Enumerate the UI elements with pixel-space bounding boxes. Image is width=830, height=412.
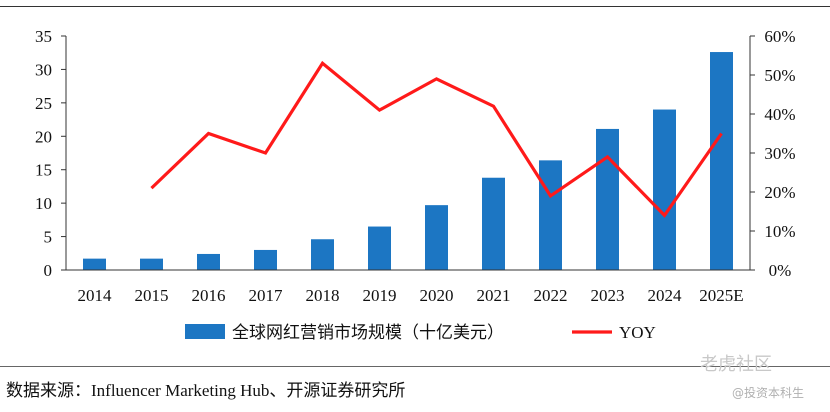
yoy-line <box>150 60 723 218</box>
watermark-subtext: @投资本科生 <box>732 386 805 400</box>
watermark-text: 老虎社区 <box>700 354 772 375</box>
left-tick-label: 35 <box>35 27 52 46</box>
legend-layer: 全球网红营销市场规模（十亿美元） YOY <box>185 323 656 340</box>
x-tick-label: 2022 <box>534 286 568 305</box>
x-tick-label: 2015 <box>135 286 169 305</box>
left-tick-label: 5 <box>44 228 53 247</box>
x-tick-label: 2017 <box>249 286 284 305</box>
bottom-rule <box>0 366 830 367</box>
right-tick-label: 0% <box>769 261 792 280</box>
x-tick-label: 2020 <box>420 286 454 305</box>
bar-2023 <box>596 128 619 270</box>
bar-2022 <box>539 160 562 270</box>
legend-label-line: YOY <box>619 323 656 340</box>
x-tick-label: 2021 <box>477 286 511 305</box>
bar-2019 <box>368 226 391 270</box>
x-tick-label: 2016 <box>192 286 226 305</box>
bar-2021 <box>482 177 505 270</box>
x-tick-label: 2019 <box>363 286 397 305</box>
right-tick-label: 30% <box>764 144 795 163</box>
legend-swatch-bar <box>185 324 225 339</box>
bar-2025E <box>710 52 733 270</box>
right-tick-label: 60% <box>764 27 795 46</box>
axes-layer: 0 5 10 15 20 25 30 35 0% 10% 20% 30% 40% 50% 60% 2014 20… <box>35 27 796 305</box>
left-tick-label: 10 <box>35 194 52 213</box>
left-tick-label: 20 <box>35 127 52 146</box>
source-note: 数据来源：Influencer Marketing Hub、开源证券研究所 <box>6 381 406 400</box>
line-layer <box>150 60 723 218</box>
left-tick-label: 15 <box>35 161 52 180</box>
bar-2015 <box>140 258 163 270</box>
bar-2020 <box>425 205 448 270</box>
right-tick-label: 20% <box>764 183 795 202</box>
legend-label-bar: 全球网红营销市场规模（十亿美元） <box>232 323 504 340</box>
x-tick-label: 2024 <box>648 286 683 305</box>
left-tick-label: 0 <box>44 261 53 280</box>
left-tick-label: 25 <box>35 94 52 113</box>
x-tick-label: 2018 <box>306 286 340 305</box>
x-tick-label: 2025E <box>699 286 743 305</box>
bar-2014 <box>83 258 106 270</box>
bar-2018 <box>311 239 334 270</box>
x-tick-label: 2023 <box>591 286 625 305</box>
bar-2016 <box>197 253 220 270</box>
top-rule <box>0 6 830 7</box>
right-tick-label: 50% <box>764 66 795 85</box>
x-tick-label: 2014 <box>78 286 113 305</box>
chart-svg: 0 5 10 15 20 25 30 35 0% 10% 20% 30% 40% 50% 60% 2014 20… <box>35 27 796 340</box>
left-tick-label: 30 <box>35 60 52 79</box>
bar-2024 <box>653 109 676 271</box>
right-tick-label: 40% <box>764 105 795 124</box>
right-tick-label: 10% <box>764 222 795 241</box>
bar-2017 <box>254 249 277 270</box>
